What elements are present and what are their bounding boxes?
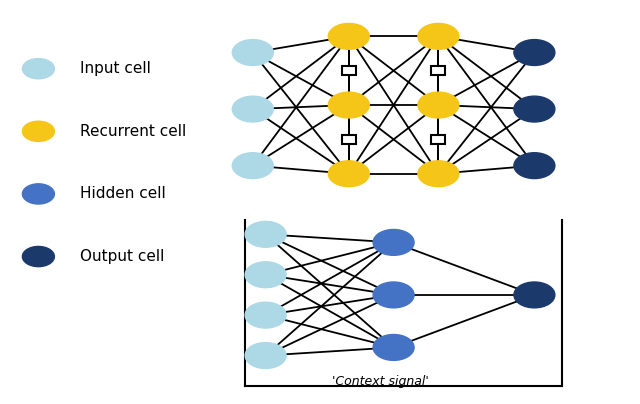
Circle shape	[232, 40, 273, 65]
Circle shape	[373, 229, 414, 255]
Bar	[342, 66, 356, 75]
Circle shape	[232, 153, 273, 179]
Circle shape	[514, 282, 555, 308]
Circle shape	[514, 96, 555, 122]
Bar	[431, 66, 445, 75]
Circle shape	[22, 59, 54, 79]
Circle shape	[232, 96, 273, 122]
Circle shape	[245, 221, 286, 247]
Text: Recurrent cell: Recurrent cell	[80, 124, 186, 139]
Circle shape	[328, 23, 369, 49]
Circle shape	[245, 262, 286, 288]
Text: 'Context signal': 'Context signal'	[332, 375, 429, 388]
Circle shape	[22, 184, 54, 204]
Circle shape	[514, 153, 555, 179]
Circle shape	[373, 282, 414, 308]
Circle shape	[22, 246, 54, 267]
Circle shape	[328, 161, 369, 187]
Text: Hidden cell: Hidden cell	[80, 186, 166, 202]
Bar	[342, 135, 356, 144]
Circle shape	[373, 335, 414, 360]
Circle shape	[418, 161, 459, 187]
Circle shape	[418, 92, 459, 118]
Circle shape	[245, 343, 286, 368]
Circle shape	[514, 40, 555, 65]
Circle shape	[328, 92, 369, 118]
Circle shape	[418, 23, 459, 49]
Text: Input cell: Input cell	[80, 61, 151, 76]
Bar	[431, 135, 445, 144]
Text: Output cell: Output cell	[80, 249, 164, 264]
Circle shape	[22, 121, 54, 141]
Circle shape	[245, 302, 286, 328]
